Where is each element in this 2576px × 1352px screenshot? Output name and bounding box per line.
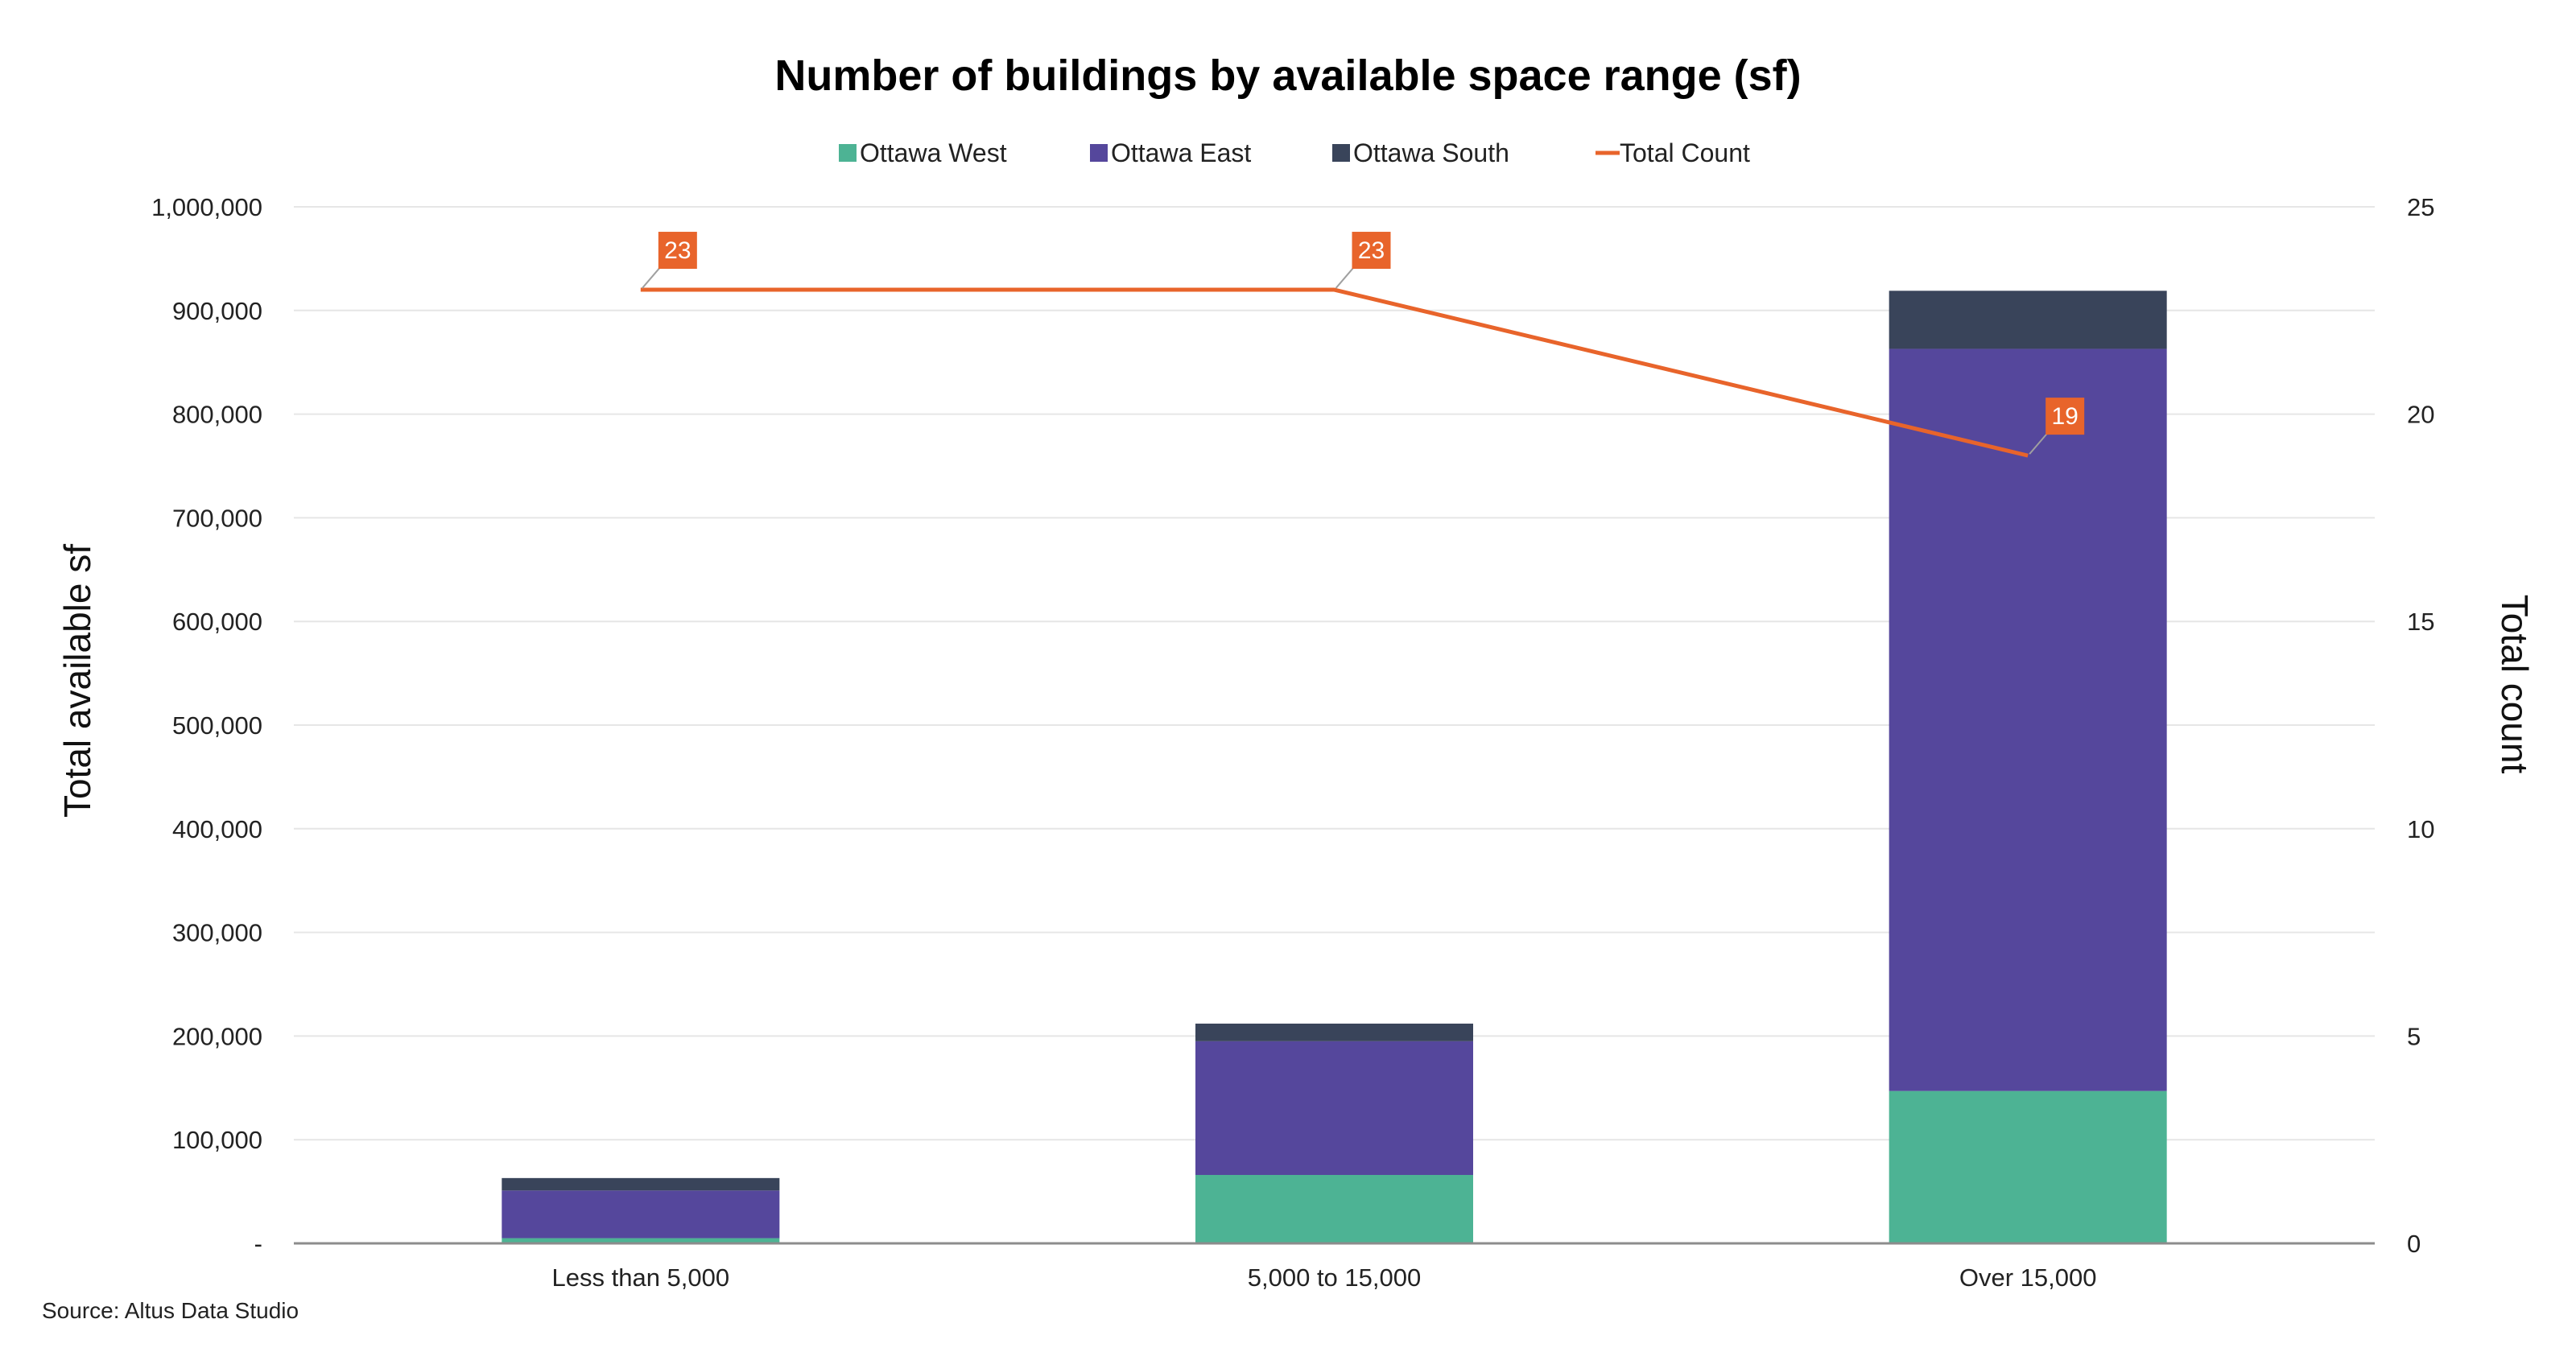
chart-title: Number of buildings by available space r… — [774, 52, 1801, 100]
bar-ottawa-east — [1889, 348, 2167, 1091]
bar-ottawa-south — [502, 1177, 780, 1191]
bar-ottawa-east — [1195, 1041, 1473, 1175]
legend-label-ottawa-west: Ottawa West — [860, 138, 1007, 167]
y-tick-label: 800,000 — [172, 401, 262, 429]
legend-label-total-count: Total Count — [1620, 138, 1750, 167]
y-axis-title: Total available sf — [56, 544, 98, 818]
y-tick-label: 700,000 — [172, 504, 262, 532]
y-tick-label: 900,000 — [172, 297, 262, 325]
line-layer: 23 23 19 — [640, 232, 2085, 458]
legend-swatch-ottawa-east — [1090, 144, 1108, 162]
axes-layer: - 100,000 200,000 300,000 400,000 500,000 600,… — [151, 193, 2434, 1292]
y2-tick-label: 0 — [2407, 1230, 2421, 1258]
y-tick-label: 1,000,000 — [151, 193, 262, 221]
bar-layer — [502, 291, 2167, 1243]
data-label-leader — [2029, 431, 2050, 455]
y-tick-label: 100,000 — [172, 1126, 262, 1154]
data-label-box — [2046, 398, 2085, 435]
bar-ottawa-west — [502, 1238, 780, 1243]
legend-label-ottawa-south: Ottawa South — [1353, 138, 1509, 167]
legend-label-ottawa-east: Ottawa East — [1111, 138, 1251, 167]
y2-axis-title: Total count — [2494, 595, 2536, 774]
source-text: Source: Altus Data Studio — [42, 1298, 299, 1323]
data-label: 19 — [2051, 403, 2078, 430]
y2-tick-label: 20 — [2407, 401, 2434, 429]
x-tick-label: 5,000 to 15,000 — [1248, 1263, 1421, 1292]
bar-ottawa-south — [1889, 291, 2167, 349]
y2-tick-label: 5 — [2407, 1022, 2421, 1050]
y2-tick-label: 25 — [2407, 193, 2434, 221]
line-total-count — [640, 287, 2029, 458]
legend-swatch-ottawa-west — [839, 144, 857, 162]
bar-ottawa-south — [1195, 1023, 1473, 1041]
y-tick-label: 400,000 — [172, 815, 262, 843]
x-tick-label: Over 15,000 — [1959, 1263, 2097, 1292]
bar-ottawa-west — [1195, 1174, 1473, 1243]
y-tick-label: 200,000 — [172, 1022, 262, 1050]
grid-lines — [294, 206, 2375, 1141]
data-label-leader — [642, 265, 663, 289]
data-label-box — [658, 232, 697, 270]
y2-tick-label: 10 — [2407, 815, 2434, 843]
legend: Ottawa West Ottawa East Ottawa South Total … — [839, 138, 1750, 167]
y-tick-label: 600,000 — [172, 608, 262, 636]
y2-tick-label: 15 — [2407, 608, 2434, 636]
data-label-box — [1352, 232, 1391, 270]
legend-swatch-ottawa-south — [1332, 144, 1350, 162]
bar-ottawa-east — [502, 1190, 780, 1239]
y-tick-label: 500,000 — [172, 711, 262, 740]
bar-ottawa-west — [1889, 1090, 2167, 1243]
y-tick-label: - — [254, 1230, 262, 1258]
data-label-leader — [1335, 265, 1356, 289]
y-tick-label: 300,000 — [172, 919, 262, 947]
x-tick-label: Less than 5,000 — [552, 1263, 730, 1292]
data-label: 23 — [1358, 237, 1385, 264]
data-label: 23 — [664, 237, 691, 264]
